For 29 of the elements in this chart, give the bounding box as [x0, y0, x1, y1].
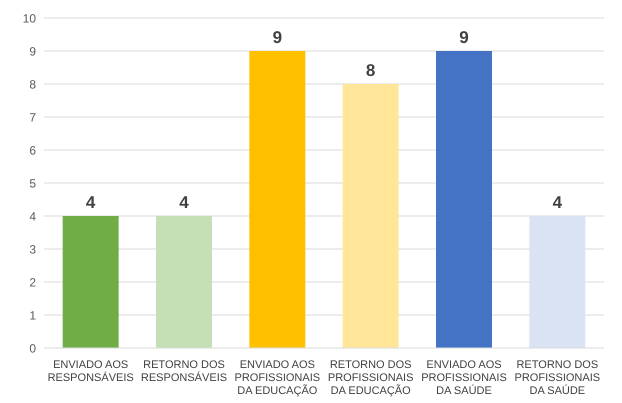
y-tick-label: 7	[29, 110, 36, 124]
bar	[62, 216, 119, 348]
y-tick-label: 10	[22, 11, 36, 26]
x-tick-label: RETORNO DOS RESPONSÁVEIS	[140, 359, 228, 384]
y-tick-label: 3	[29, 242, 36, 256]
data-label: 4	[86, 193, 96, 212]
y-tick-label: 8	[29, 77, 36, 92]
bar	[156, 216, 212, 348]
x-tick-label: RETORNO DOS PROFISSIONAIS DA EDUCAÇÃO	[328, 359, 414, 397]
data-label: 9	[459, 28, 469, 47]
x-tick-label: RETORNO DOS PROFISSIONAIS DA SAÚDE	[514, 359, 600, 397]
x-tick-label: ENVIADO AOS PROFISSIONAIS DA SAÚDE	[421, 359, 507, 397]
x-tick-label: ENVIADO AOS PROFISSIONAIS DA EDUCAÇÃO	[234, 359, 320, 397]
y-tick-label: 6	[29, 143, 36, 158]
y-tick-label: 5	[29, 176, 36, 190]
data-label: 9	[272, 28, 282, 47]
x-tick-label: ENVIADO AOS RESPONSÁVEIS	[48, 359, 134, 384]
data-label: 8	[366, 61, 376, 80]
data-label: 4	[179, 193, 190, 212]
y-tick-label: 4	[29, 209, 36, 224]
y-tick-label: 0	[29, 341, 36, 356]
bar	[249, 51, 306, 348]
y-tick-label: 1	[29, 308, 36, 322]
bar	[529, 216, 586, 348]
y-tick-label: 9	[29, 44, 36, 58]
bar	[436, 51, 492, 348]
data-label: 4	[552, 193, 563, 212]
y-tick-label: 2	[29, 275, 36, 290]
bar	[342, 84, 399, 348]
